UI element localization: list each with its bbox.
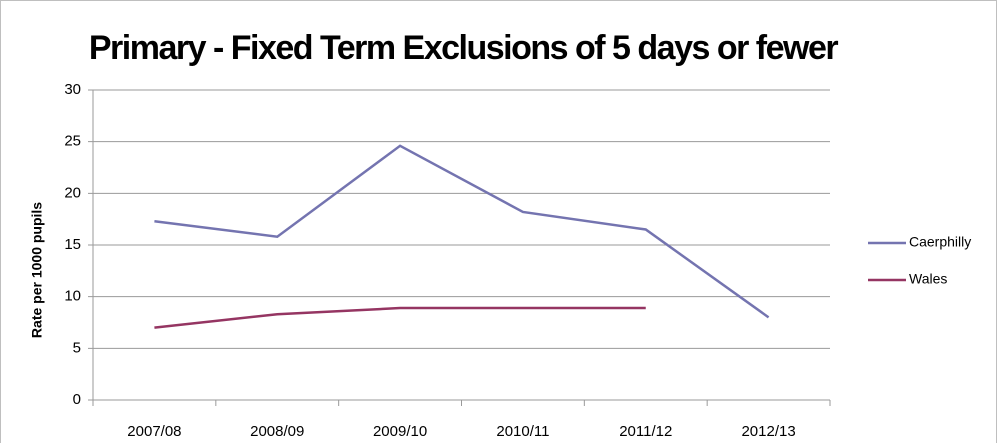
series-line [154, 144, 770, 319]
legend-label: Caerphilly [909, 234, 971, 250]
x-tick-label: 2011/12 [619, 423, 672, 440]
y-tick-label: 10 [64, 288, 81, 305]
y-tick-label: 5 [73, 339, 81, 356]
y-tick-label: 20 [64, 184, 81, 201]
y-tick-label: 0 [73, 391, 81, 408]
y-axis-label: Rate per 1000 pupils [29, 202, 45, 338]
y-tick-label: 30 [64, 81, 81, 98]
x-tick-label: 2009/10 [373, 423, 427, 440]
x-tick-label: 2008/09 [250, 423, 304, 440]
x-tick-label: 2012/13 [741, 423, 795, 440]
legend-label: Wales [909, 271, 947, 287]
x-tick-label: 2007/08 [127, 423, 181, 440]
y-tick-label: 15 [64, 236, 81, 253]
x-tick-label: 2010/11 [496, 423, 549, 440]
series-line [154, 306, 646, 329]
y-tick-label: 25 [64, 133, 81, 150]
chart-title: Primary - Fixed Term Exclusions of 5 day… [89, 29, 838, 67]
